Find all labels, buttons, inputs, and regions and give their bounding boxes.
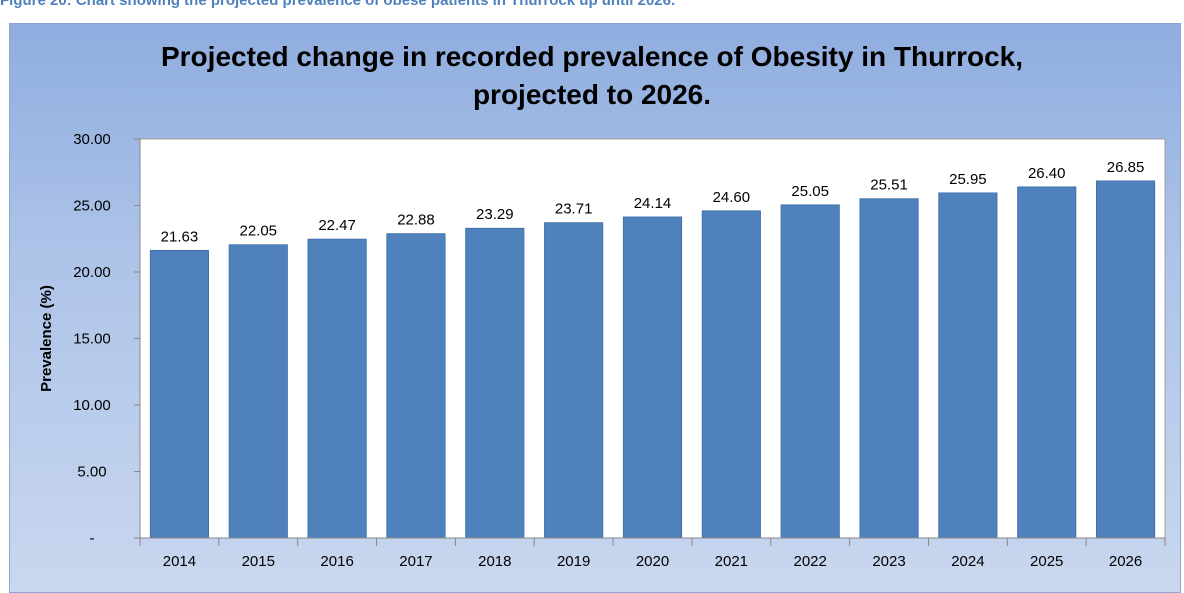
x-tick-label-2014: 2014 [163, 553, 196, 570]
data-label-2016: 22.47 [318, 217, 356, 234]
y-tick-label-0: - [90, 530, 95, 547]
y-tick-label-6: 30.00 [73, 131, 111, 148]
data-label-2017: 22.88 [397, 212, 435, 229]
bar-2026 [1096, 180, 1156, 539]
y-axis-label: Prevalence (%) [38, 285, 55, 392]
data-label-2022: 25.05 [791, 183, 829, 200]
x-tick-label-2025: 2025 [1030, 553, 1063, 570]
bar-2018 [465, 227, 525, 539]
x-tick-label-2021: 2021 [715, 553, 748, 570]
data-label-2026: 26.85 [1107, 159, 1145, 176]
x-tick-label-2015: 2015 [242, 553, 275, 570]
x-tick-label-2026: 2026 [1109, 553, 1142, 570]
y-tick-label-4: 20.00 [73, 264, 111, 281]
x-tick-label-2017: 2017 [399, 553, 432, 570]
data-label-2025: 26.40 [1028, 165, 1066, 182]
bar-2016 [307, 238, 367, 539]
bar-2025 [1017, 186, 1077, 539]
y-tick-label-5: 25.00 [73, 198, 111, 215]
x-tick-label-2024: 2024 [951, 553, 984, 570]
bar-2023 [859, 198, 919, 539]
data-label-2018: 23.29 [476, 206, 514, 223]
x-tick-label-2023: 2023 [872, 553, 905, 570]
data-label-2014: 21.63 [161, 228, 199, 245]
bar-2019 [544, 222, 604, 539]
bar-2014 [149, 249, 209, 539]
x-tick-label-2020: 2020 [636, 553, 669, 570]
bar-2021 [701, 210, 761, 539]
data-label-2019: 23.71 [555, 201, 593, 218]
bar-2015 [228, 244, 288, 539]
x-tick-label-2016: 2016 [320, 553, 353, 570]
data-label-2015: 22.05 [239, 223, 277, 240]
data-label-2021: 24.60 [713, 189, 751, 206]
chart-title-line-1: Projected change in recorded prevalence … [160, 41, 1024, 72]
y-tick-label-1: 5.00 [77, 464, 106, 481]
y-tick-label-3: 15.00 [73, 331, 111, 348]
data-label-2023: 25.51 [870, 177, 908, 194]
chart-title-line-2: projected to 2026. [472, 79, 712, 110]
bar-2022 [780, 204, 840, 539]
y-tick-label-2: 10.00 [73, 397, 111, 414]
bar-2024 [938, 192, 998, 539]
x-tick-label-2019: 2019 [557, 553, 590, 570]
data-label-2020: 24.14 [634, 195, 672, 212]
figure-caption: Figure 20: Chart showing the projected p… [0, 0, 676, 9]
x-tick-label-2018: 2018 [478, 553, 511, 570]
x-tick-label-2022: 2022 [794, 553, 827, 570]
bar-2017 [386, 233, 446, 539]
bar-2020 [622, 216, 683, 539]
data-label-2024: 25.95 [949, 171, 987, 188]
